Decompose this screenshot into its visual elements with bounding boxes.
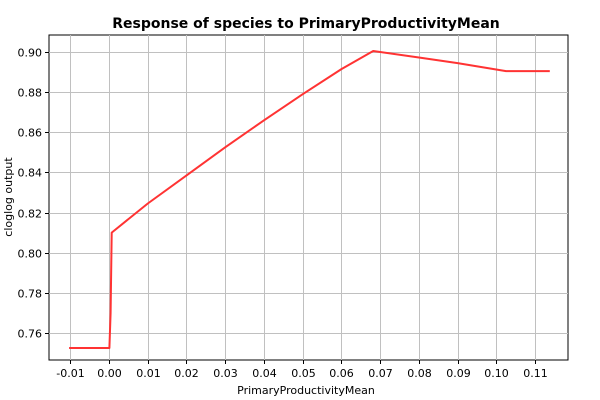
x-tick-label: 0.04 (252, 367, 277, 380)
y-tick-label: 0.82 (18, 208, 43, 221)
x-tick-label: 0.10 (484, 367, 509, 380)
x-tick-label: 0.03 (213, 367, 238, 380)
y-tick-label: 0.86 (18, 127, 43, 140)
y-tick-label: 0.76 (18, 328, 43, 341)
x-tick-label: 0.01 (136, 367, 161, 380)
x-axis-label: PrimaryProductivityMean (237, 384, 375, 397)
y-tick-label: 0.80 (18, 248, 43, 261)
y-tick-label: 0.78 (18, 288, 43, 301)
plot-area (48, 34, 569, 361)
y-tick-label: 0.90 (18, 47, 43, 60)
y-tick-label: 0.84 (18, 167, 43, 180)
tick-layer: -0.01 0.00 0.01 0.02 0.03 0.04 0.05 0.06 0.07 0.0… (18, 47, 548, 381)
x-tick-label: 0.06 (329, 367, 354, 380)
x-tick-label: 0.09 (446, 367, 471, 380)
x-tick-label: 0.00 (97, 367, 122, 380)
grid-layer (49, 35, 568, 360)
chart-title: Response of species to PrimaryProductivi… (112, 16, 500, 32)
y-tick-label: 0.88 (18, 87, 43, 100)
x-tick-label: 0.11 (523, 367, 548, 380)
series-layer (69, 50, 550, 349)
x-tick-label: 0.08 (407, 367, 432, 380)
x-tick-label: 0.02 (174, 367, 199, 380)
x-tick-label: 0.07 (368, 367, 393, 380)
x-tick-label: -0.01 (56, 367, 84, 380)
x-tick-label: 0.05 (291, 367, 316, 380)
series-line (69, 50, 550, 349)
y-axis-label: cloglog output (2, 157, 15, 237)
